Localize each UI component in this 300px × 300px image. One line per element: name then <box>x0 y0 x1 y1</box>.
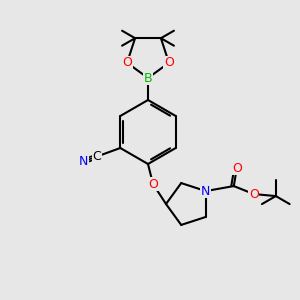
Text: B: B <box>144 71 152 85</box>
Text: C: C <box>92 150 101 163</box>
Text: O: O <box>232 162 242 175</box>
Text: O: O <box>164 56 174 69</box>
Text: O: O <box>122 56 132 69</box>
Text: O: O <box>148 178 158 190</box>
Text: N: N <box>79 155 88 168</box>
Text: N: N <box>201 184 211 198</box>
Text: O: O <box>249 188 259 201</box>
